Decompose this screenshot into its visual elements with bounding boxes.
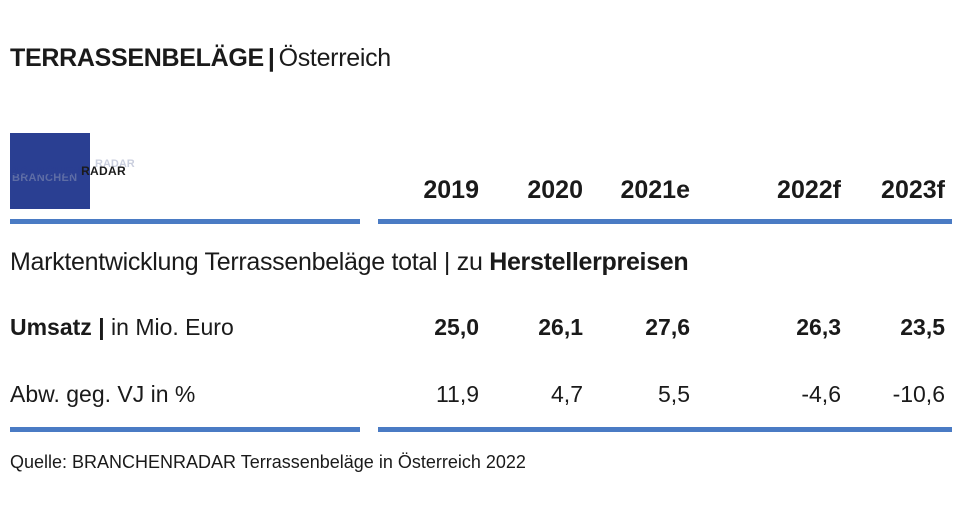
logo-ghost-radar: RADAR bbox=[95, 158, 135, 170]
year-header: 2021e bbox=[620, 176, 690, 204]
row-label-umsatz: Umsatz | in Mio. Euro bbox=[10, 314, 234, 341]
row-label-abweichung: Abw. geg. VJ in % bbox=[10, 381, 195, 408]
footer-rule-left bbox=[10, 427, 360, 432]
logo-wordmark-part2: RADAR bbox=[81, 164, 126, 178]
footer-rule-right bbox=[378, 427, 952, 432]
row-label-rest: Abw. geg. VJ in % bbox=[10, 381, 196, 407]
table-subtitle: Marktentwicklung Terrassenbeläge total |… bbox=[10, 248, 689, 277]
header-rule-left bbox=[10, 219, 360, 224]
logo-ghost-branchen: BRANCHEN bbox=[12, 172, 78, 184]
table-cell: 26,3 bbox=[796, 314, 841, 340]
table-cell: 23,5 bbox=[900, 314, 945, 340]
year-header: 2023f bbox=[881, 176, 945, 204]
title-region: Österreich bbox=[278, 44, 392, 72]
table-cell: 5,5 bbox=[658, 381, 690, 407]
logo-wordmark: BRANCHENRADAR bbox=[10, 164, 126, 178]
source-note: Quelle: BRANCHENRADAR Terrassenbeläge in… bbox=[10, 452, 526, 472]
year-header: 2020 bbox=[527, 176, 583, 204]
subtitle-prefix: Marktentwicklung Terrassenbeläge total |… bbox=[10, 248, 490, 276]
table-cell: 25,0 bbox=[434, 314, 479, 340]
branchenradar-logo bbox=[10, 133, 90, 209]
table-cell: 11,9 bbox=[435, 381, 479, 407]
title-main: TERRASSENBELÄGE bbox=[10, 44, 264, 72]
year-header: 2019 bbox=[423, 176, 479, 204]
year-header: 2022f bbox=[777, 176, 841, 204]
table-cell: -4,6 bbox=[801, 381, 841, 407]
header-rule-right bbox=[378, 219, 952, 224]
table-cell: 26,1 bbox=[538, 314, 583, 340]
subtitle-bold: Herstellerpreisen bbox=[489, 248, 689, 276]
row-label-bold: Umsatz | bbox=[10, 314, 105, 340]
logo-wordmark-part1: BRANCHEN bbox=[10, 164, 82, 178]
table-cell: 27,6 bbox=[645, 314, 690, 340]
row-label-rest: in Mio. Euro bbox=[104, 314, 234, 340]
table-cell: -10,6 bbox=[892, 381, 945, 407]
page-title: TERRASSENBELÄGE | Österreich bbox=[10, 44, 391, 73]
title-separator: | bbox=[267, 44, 275, 72]
table-cell: 4,7 bbox=[551, 381, 583, 407]
